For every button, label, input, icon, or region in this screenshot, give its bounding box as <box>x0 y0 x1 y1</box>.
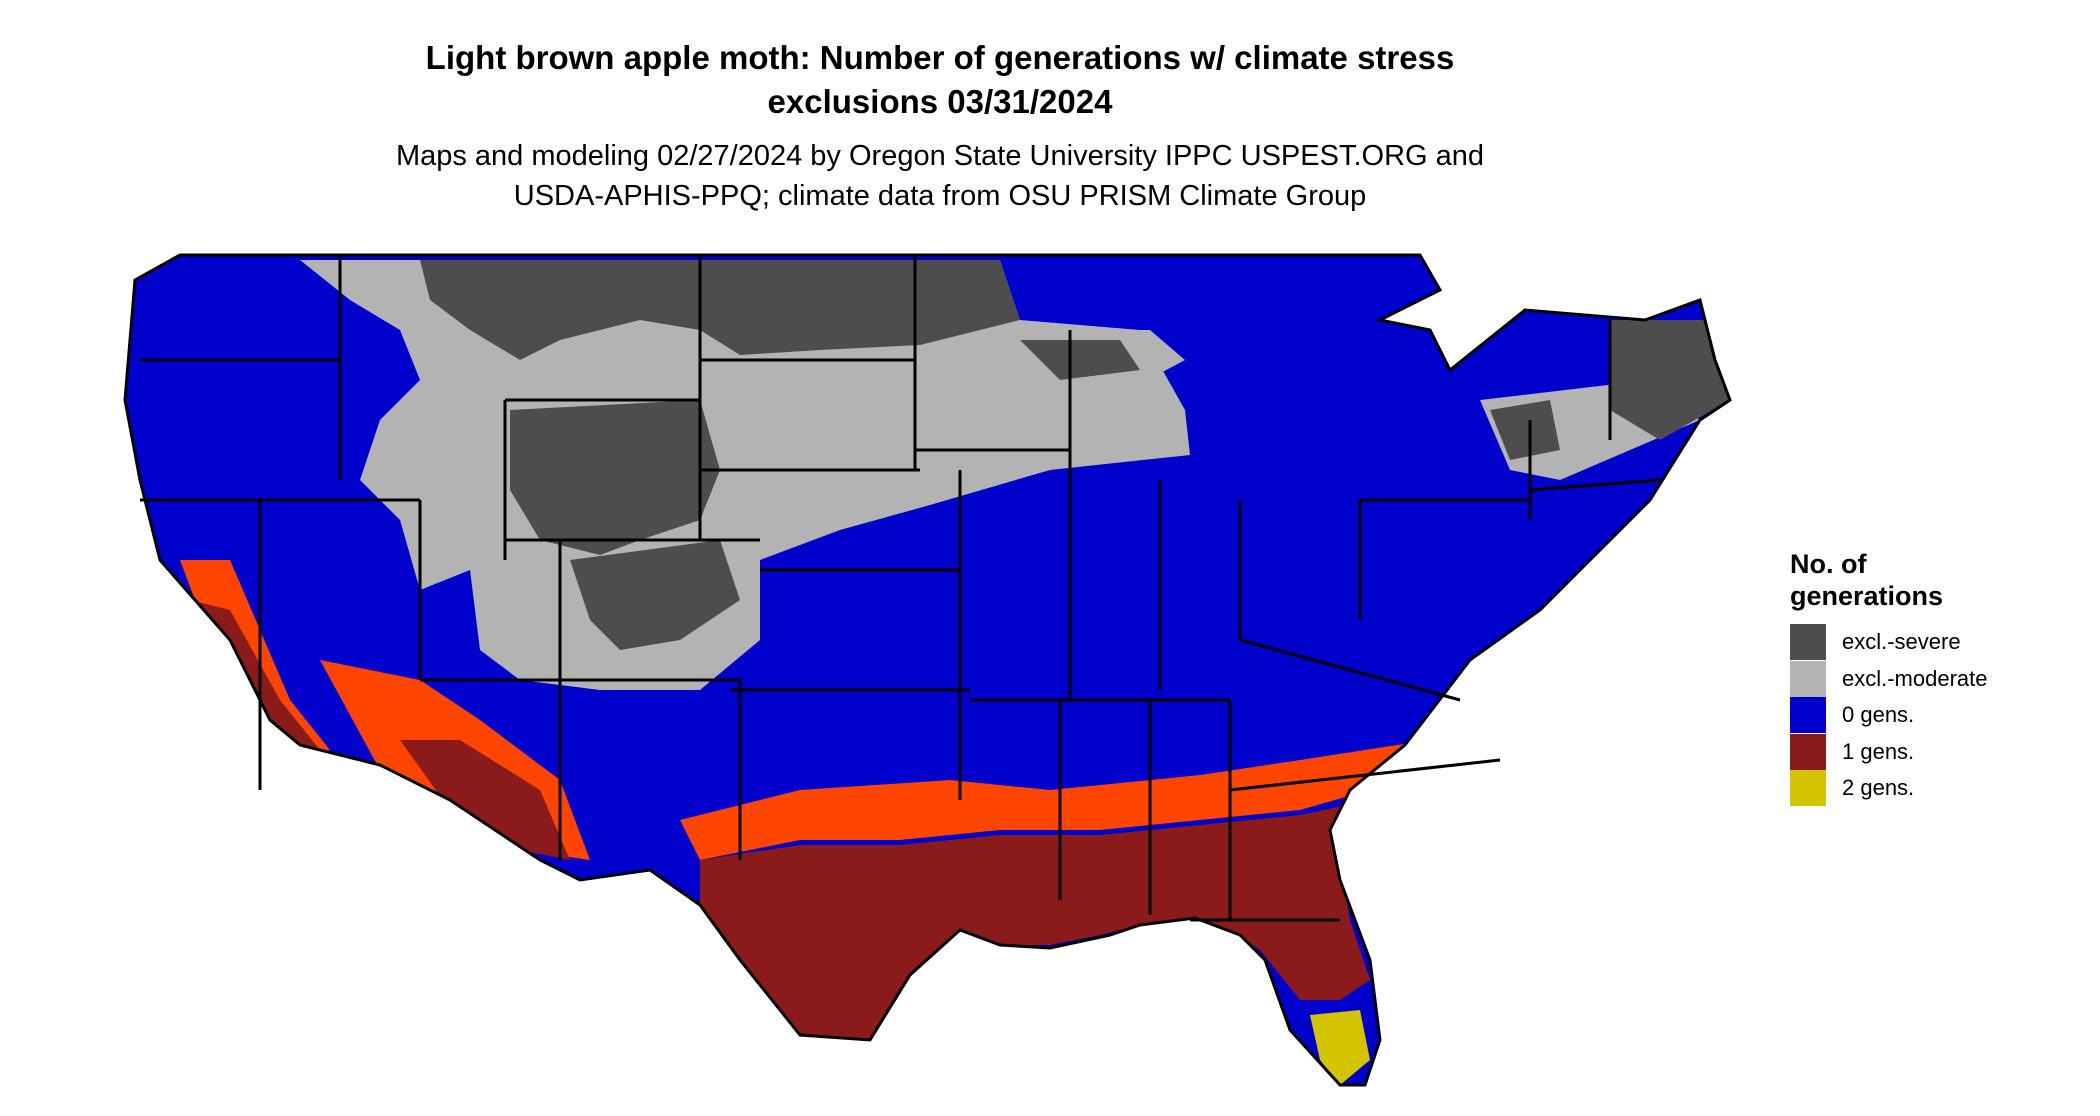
legend-swatch <box>1790 770 1826 807</box>
map-legend: No. of generations excl.-severe excl.-mo… <box>1790 548 2090 807</box>
legend-label: 0 gens. <box>1842 702 1915 728</box>
us-outline <box>123 253 1732 1087</box>
legend-label: 1 gens. <box>1842 738 1915 764</box>
border-sc-nc <box>1229 758 1501 792</box>
map-subtitle-line-1: Maps and modeling 02/27/2024 by Oregon S… <box>395 140 1485 172</box>
map-title: Light brown apple moth: Number of genera… <box>240 36 1640 124</box>
excl-severe-colorado <box>570 540 740 650</box>
one-gens-arizona <box>400 740 570 860</box>
legend-title-line-2: generations <box>1790 581 1944 611</box>
excl-severe-maine <box>1610 320 1730 440</box>
legend-item-excl-moderate: excl.-moderate <box>1790 660 2090 698</box>
legend-item-2-gens: 2 gens. <box>1790 770 2090 807</box>
excl-severe-wyoming <box>510 400 720 555</box>
state-borders <box>123 253 1732 1087</box>
excl-severe-adirondack <box>1490 400 1560 460</box>
legend-item-excl-severe: excl.-severe <box>1790 624 2090 661</box>
legend-title-line-1: No. of <box>1790 549 1867 579</box>
legend-swatch <box>1790 660 1826 697</box>
border-ma-north <box>1529 478 1661 492</box>
one-gens-gulf-coast <box>700 780 1420 1040</box>
legend-swatch <box>1790 624 1826 661</box>
legend-item-0-gens: 0 gens. <box>1790 697 2090 734</box>
legend-swatch <box>1790 733 1826 770</box>
legend-item-1-gens: 1 gens. <box>1790 733 2090 771</box>
legend-label: 2 gens. <box>1842 775 1915 801</box>
map-title-line-2: exclusions 03/31/2024 <box>767 83 1113 120</box>
excl-severe-northern-plains <box>420 260 1020 360</box>
legend-items: excl.-severe excl.-moderate 0 gens. 1 ge… <box>1790 624 2090 807</box>
map-subtitle: Maps and modeling 02/27/2024 by Oregon S… <box>240 136 1640 216</box>
legend-label: excl.-moderate <box>1842 665 1988 691</box>
one-gens-fringe-south <box>680 720 1480 860</box>
legend-title: No. of generations <box>1790 548 2090 612</box>
map-title-line-1: Light brown apple moth: Number of genera… <box>425 39 1455 76</box>
legend-label: excl.-severe <box>1842 629 1961 655</box>
border-ky-va <box>1239 638 1461 702</box>
excl-moderate-west <box>300 260 1190 690</box>
map-subtitle-line-2: USDA-APHIS-PPQ; climate data from OSU PR… <box>513 180 1367 212</box>
legend-swatch <box>1790 697 1826 734</box>
excl-severe-lake-superior <box>1020 340 1140 380</box>
two-gens-south-florida <box>1310 1010 1370 1085</box>
